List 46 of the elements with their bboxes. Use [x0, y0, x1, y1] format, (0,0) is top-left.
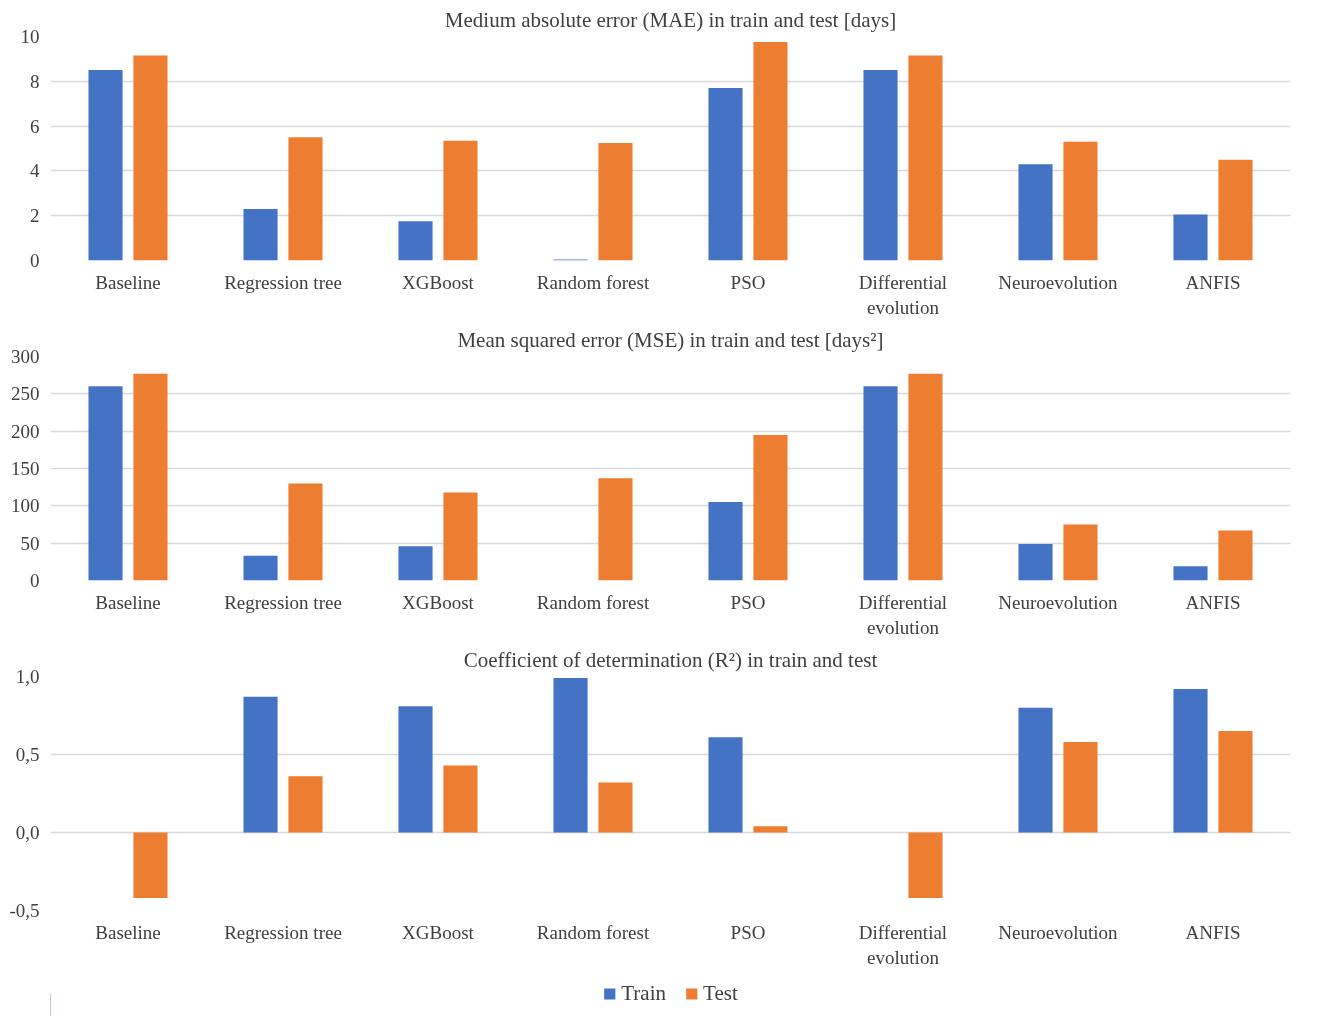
y-tick-label: 10 [20, 26, 40, 47]
y-tick-label: 4 [30, 160, 40, 182]
y-tick-label: 1,0 [15, 666, 40, 687]
x-tick-label: Baseline [95, 921, 161, 943]
x-tick-label: Baseline [95, 591, 161, 613]
y-tick-label: 250 [11, 383, 40, 405]
x-tick-label: Regression tree [224, 591, 342, 613]
x-tick-label: Random forest [536, 921, 650, 943]
x-tick-label: Regression tree [224, 921, 342, 943]
y-tick-label: 0 [30, 570, 40, 591]
x-tick-label: XGBoost [402, 921, 475, 943]
legend-label: Train [621, 980, 667, 1006]
y-tick-label: 150 [11, 458, 40, 479]
y-tick-label: 100 [11, 495, 40, 517]
y-tick-label: 50 [20, 532, 40, 554]
x-tick-label: XGBoost [402, 591, 475, 613]
x-tick-label: PSO [730, 591, 766, 613]
x-tick-label: ANFIS [1185, 921, 1241, 943]
y-tick-label: 300 [11, 346, 40, 367]
x-tick-label: PSO [730, 921, 766, 943]
x-tick-label: Neuroevolution [998, 271, 1119, 293]
y-tick-label: 8 [30, 70, 40, 92]
x-tick-label: Random forest [536, 591, 650, 613]
x-tick-label: Differential evolution [858, 271, 948, 318]
x-tick-label: Baseline [95, 271, 161, 293]
y-tick-label: -0,5 [9, 900, 40, 921]
legend-label: Test [703, 980, 738, 1006]
x-tick-label: Differential evolution [858, 591, 948, 638]
x-tick-label: Neuroevolution [998, 591, 1119, 613]
x-tick-label: Neuroevolution [998, 921, 1119, 943]
x-tick-label: Regression tree [224, 271, 342, 293]
x-tick-label: Random forest [536, 271, 650, 293]
y-tick-label: 2 [30, 205, 40, 227]
chart-title: Coefficient of determination (R²) in train and test [463, 647, 878, 672]
x-tick-label: ANFIS [1185, 591, 1241, 613]
y-tick-label: 0,0 [15, 822, 40, 843]
x-tick-label: PSO [730, 271, 766, 293]
y-tick-label: 6 [30, 115, 40, 137]
chart-title: Mean squared error (MSE) in train and test [days²] [457, 327, 884, 352]
x-tick-label: ANFIS [1185, 271, 1241, 293]
y-tick-label: 0 [30, 250, 40, 271]
x-tick-label: Differential evolution [858, 921, 948, 968]
y-tick-label: 0,5 [15, 744, 40, 765]
x-tick-label: XGBoost [402, 271, 475, 293]
chart-title: Medium absolute error (MAE) in train and test [days] [444, 7, 897, 32]
y-tick-label: 200 [11, 420, 40, 442]
